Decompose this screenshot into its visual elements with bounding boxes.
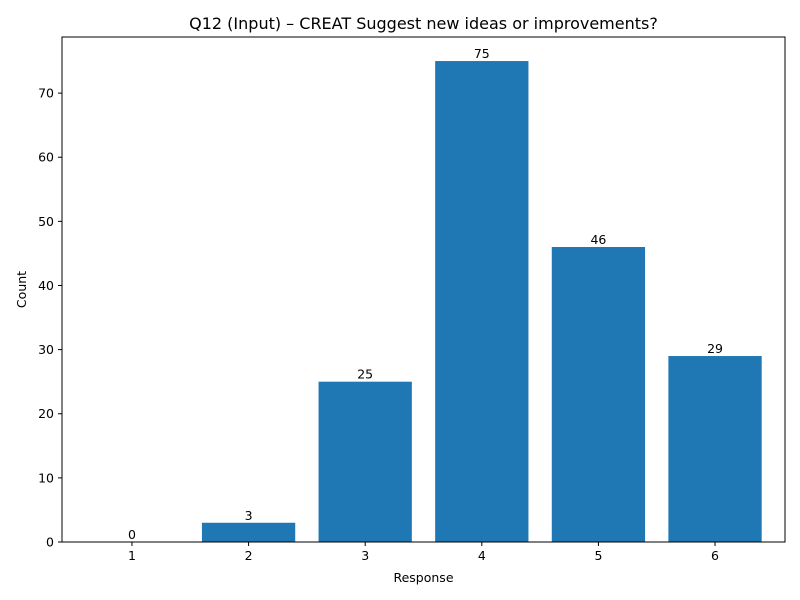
- x-axis: 1 2 3 4 5 6: [128, 542, 719, 563]
- bar-6: [668, 356, 762, 542]
- bar-2: [201, 522, 296, 542]
- x-axis-label: Response: [393, 570, 453, 585]
- x-tick-label-2: 2: [245, 548, 253, 563]
- bar-labels-group: 0 3 25 75 46 29: [128, 46, 723, 542]
- y-tick-label-30: 30: [38, 342, 54, 357]
- bar-value-label-4: 75: [474, 46, 490, 61]
- y-tick-label-70: 70: [38, 86, 54, 101]
- x-tick-label-1: 1: [128, 548, 136, 563]
- bar-value-label-3: 25: [357, 367, 373, 382]
- y-tick-label-0: 0: [46, 535, 54, 550]
- y-tick-label-60: 60: [38, 150, 54, 165]
- y-axis-label: Count: [14, 271, 29, 308]
- y-tick-label-20: 20: [38, 406, 54, 421]
- bar-value-label-2: 3: [245, 508, 253, 523]
- x-tick-label-6: 6: [711, 548, 719, 563]
- bar-value-label-1: 0: [128, 527, 136, 542]
- bar-value-label-5: 46: [590, 232, 606, 247]
- bar-value-label-6: 29: [707, 341, 723, 356]
- bars-group: [201, 61, 762, 543]
- x-tick-label-3: 3: [361, 548, 369, 563]
- bar-4: [435, 61, 529, 543]
- plot-area-frame: [61, 36, 786, 543]
- x-tick-label-5: 5: [594, 548, 602, 563]
- y-tick-label-10: 10: [38, 470, 54, 485]
- bar-5: [551, 247, 646, 542]
- chart-title: Q12 (Input) – CREAT Suggest new ideas or…: [189, 14, 658, 33]
- bar-3: [318, 381, 412, 542]
- x-tick-label-4: 4: [478, 548, 486, 563]
- y-axis: 0 10 20 30 40 50 60 70: [38, 86, 62, 550]
- y-tick-label-40: 40: [38, 278, 54, 293]
- y-tick-label-50: 50: [38, 214, 54, 229]
